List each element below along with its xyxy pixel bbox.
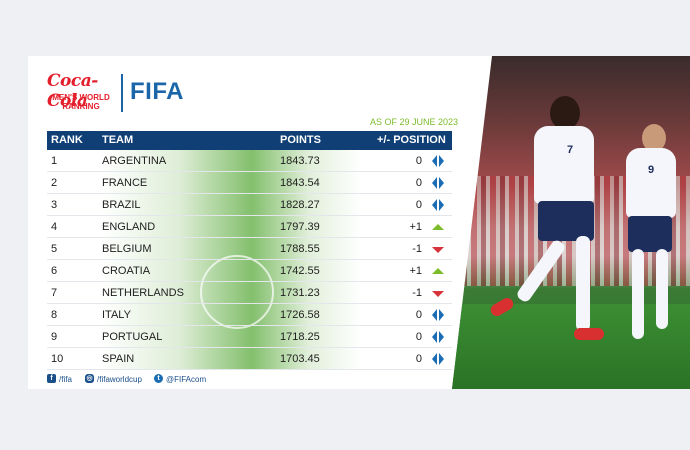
trend-down-icon — [432, 247, 444, 253]
row-divider — [47, 281, 452, 282]
position-change-cell: -1 — [412, 287, 422, 299]
column-points: POINTS — [280, 134, 321, 146]
team-cell: NETHERLANDS — [102, 287, 184, 299]
points-cell: 1718.25 — [280, 331, 320, 343]
table-header: RANK TEAM POINTS +/- POSITION — [47, 131, 452, 150]
trend-unchanged-icon — [432, 155, 444, 167]
points-cell: 1726.58 — [280, 309, 320, 321]
points-cell: 1742.55 — [280, 265, 320, 277]
table-row: 2 FRANCE 1843.54 0 — [47, 172, 452, 194]
as-of-date: AS OF 29 JUNE 2023 — [370, 117, 459, 127]
rank-cell: 6 — [51, 265, 58, 277]
position-change-cell: 0 — [415, 177, 422, 189]
trend-unchanged-icon — [432, 331, 444, 343]
team-cell: ITALY — [102, 309, 131, 321]
table-row: 4 ENGLAND 1797.39 +1 — [47, 216, 452, 238]
center-circle-graphic — [200, 255, 274, 329]
ranking-subtitle: MEN'S WORLD RANKING — [48, 93, 114, 111]
rank-cell: 10 — [51, 353, 64, 365]
column-position-change: +/- POSITION — [377, 134, 446, 146]
position-change-cell: 0 — [415, 331, 422, 343]
facebook-handle[interactable]: /fifa — [59, 375, 72, 384]
points-cell: 1731.23 — [280, 287, 320, 299]
rank-cell: 2 — [51, 177, 58, 189]
trend-unchanged-icon — [432, 353, 444, 365]
table-row: 3 BRAZIL 1828.27 0 — [47, 194, 452, 216]
instagram-handle[interactable]: /fifaworldcup — [97, 375, 142, 384]
player-seven: 7 — [488, 96, 632, 386]
position-change-cell: +1 — [409, 265, 422, 277]
position-change-cell: 0 — [415, 309, 422, 321]
points-cell: 1843.73 — [280, 155, 320, 167]
ranking-subtitle-line2: RANKING — [62, 102, 100, 111]
trend-unchanged-icon — [432, 309, 444, 321]
rank-cell: 3 — [51, 199, 58, 211]
team-cell: BELGIUM — [102, 243, 152, 255]
player-seven-number: 7 — [567, 144, 574, 156]
position-change-cell: 0 — [415, 155, 422, 167]
table-row: 1 ARGENTINA 1843.73 0 — [47, 150, 452, 172]
trend-down-icon — [432, 291, 444, 297]
trend-unchanged-icon — [432, 199, 444, 211]
rank-cell: 8 — [51, 309, 58, 321]
player-nine: 9 — [602, 124, 690, 384]
row-divider — [47, 259, 452, 260]
points-cell: 1703.45 — [280, 353, 320, 365]
rank-cell: 1 — [51, 155, 58, 167]
row-divider — [47, 369, 452, 370]
row-divider — [47, 303, 452, 304]
row-divider — [47, 325, 452, 326]
twitter-icon: t — [154, 374, 163, 383]
instagram-icon: ◎ — [85, 374, 94, 383]
team-cell: CROATIA — [102, 265, 151, 277]
team-cell: FRANCE — [102, 177, 148, 189]
position-change-cell: -1 — [412, 243, 422, 255]
team-cell: PORTUGAL — [102, 331, 163, 343]
row-divider — [47, 215, 452, 216]
row-divider — [47, 347, 452, 348]
column-team: TEAM — [102, 134, 134, 146]
team-cell: ARGENTINA — [102, 155, 167, 167]
table-row: 8 ITALY 1726.58 0 — [47, 304, 452, 326]
table-row: 10 SPAIN 1703.45 0 — [47, 348, 452, 370]
points-cell: 1788.55 — [280, 243, 320, 255]
rank-cell: 4 — [51, 221, 58, 233]
team-cell: SPAIN — [102, 353, 135, 365]
points-cell: 1797.39 — [280, 221, 320, 233]
logo-divider — [121, 74, 123, 112]
pitch — [452, 304, 690, 389]
points-cell: 1843.54 — [280, 177, 320, 189]
rank-cell: 5 — [51, 243, 58, 255]
player-nine-number: 9 — [648, 164, 655, 176]
column-rank: RANK — [51, 134, 83, 146]
row-divider — [47, 193, 452, 194]
players-photo: 7 9 — [452, 56, 690, 389]
ranking-subtitle-line1: MEN'S WORLD — [52, 93, 110, 102]
row-divider — [47, 171, 452, 172]
team-cell: ENGLAND — [102, 221, 156, 233]
trend-unchanged-icon — [432, 177, 444, 189]
fifa-logo: FIFA — [130, 78, 184, 105]
points-cell: 1828.27 — [280, 199, 320, 211]
coca-cola-logo: Coca-Cola — [47, 71, 98, 111]
table-row: 9 PORTUGAL 1718.25 0 — [47, 326, 452, 348]
position-change-cell: 0 — [415, 353, 422, 365]
table-row: 6 CROATIA 1742.55 +1 — [47, 260, 452, 282]
twitter-handle[interactable]: @FIFAcom — [166, 375, 207, 384]
trend-up-icon — [432, 268, 444, 274]
table-row: 7 NETHERLANDS 1731.23 -1 — [47, 282, 452, 304]
facebook-icon: f — [47, 374, 56, 383]
table-row: 5 BELGIUM 1788.55 -1 — [47, 238, 452, 260]
row-divider — [47, 237, 452, 238]
team-cell: BRAZIL — [102, 199, 141, 211]
position-change-cell: 0 — [415, 199, 422, 211]
rank-cell: 7 — [51, 287, 58, 299]
trend-up-icon — [432, 224, 444, 230]
rank-cell: 9 — [51, 331, 58, 343]
position-change-cell: +1 — [409, 221, 422, 233]
